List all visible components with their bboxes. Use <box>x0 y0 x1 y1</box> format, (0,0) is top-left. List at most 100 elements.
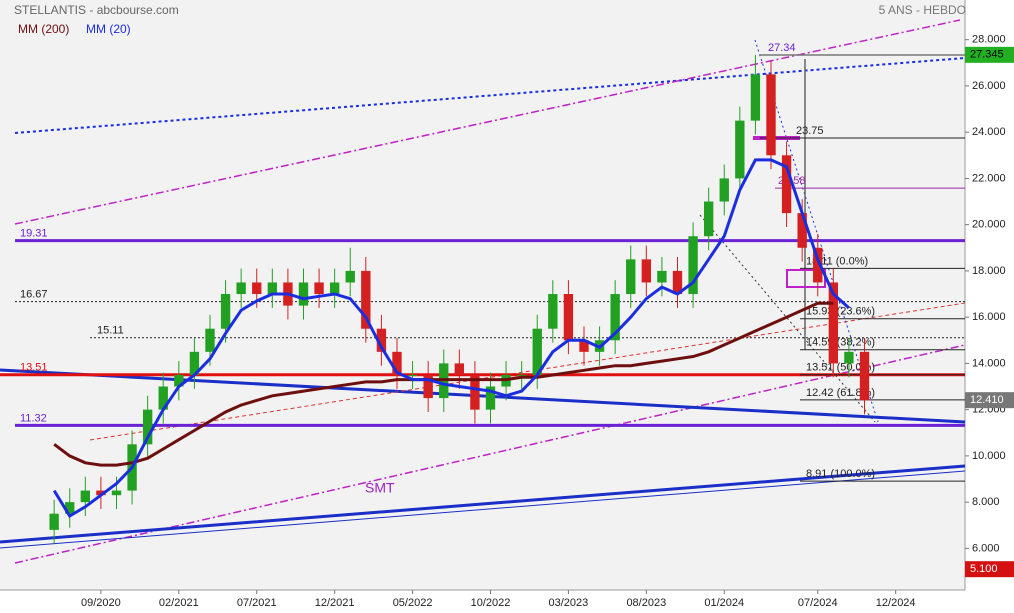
candle-body <box>361 270 371 329</box>
x-tick-label: 01/2024 <box>704 597 744 609</box>
x-tick-label: 12/2021 <box>315 597 355 609</box>
trendline <box>14 19 961 225</box>
subtitle: 5 ANS - HEBDO <box>878 3 966 17</box>
y-tick-label: 26.000 <box>972 80 1006 92</box>
level-label: 8.91 (100.0%) <box>806 468 875 480</box>
candle-body <box>65 502 75 514</box>
level-label: 27.34 <box>768 42 796 54</box>
annotation: SMT <box>365 480 395 496</box>
plot-area <box>0 0 965 590</box>
y-tick-label: 28.000 <box>972 34 1006 46</box>
price-tag <box>965 392 1014 409</box>
candle-body <box>563 294 574 341</box>
candle-body <box>376 328 387 352</box>
x-tick-label: 02/2021 <box>159 597 199 609</box>
candle-body <box>828 282 839 364</box>
trendline <box>14 57 966 134</box>
candle-body <box>844 351 854 364</box>
candles <box>49 54 870 544</box>
candle-body <box>174 374 184 387</box>
candle-body <box>423 374 433 399</box>
level-label: 14.59 (38.2%) <box>806 337 875 349</box>
candle-body <box>205 328 215 352</box>
candle-body <box>781 155 792 214</box>
candle-body <box>859 351 870 401</box>
x-tick-label: 05/2022 <box>393 597 433 609</box>
y-tick-label: 6.000 <box>972 542 1000 554</box>
level-label: 12.42 (61.8%) <box>806 387 875 399</box>
y-tick-label: 10.000 <box>972 450 1006 462</box>
level-label: 15.93 (23.6%) <box>806 306 875 318</box>
candle-body <box>470 374 480 410</box>
candle-body <box>142 409 153 445</box>
candle-body <box>407 374 418 376</box>
y-tick-label: 22.000 <box>972 172 1006 184</box>
candle-body <box>750 74 761 121</box>
candle-body <box>766 74 776 156</box>
candle-body <box>797 213 807 248</box>
candle-body <box>548 294 558 329</box>
price-tag-label: 27.345 <box>970 49 1004 61</box>
candle-body <box>610 294 620 341</box>
legend-item: MM (200) <box>18 22 70 36</box>
x-tick-label: 09/2020 <box>81 597 121 609</box>
legend-item: MM (20) <box>86 22 131 36</box>
candle-body <box>641 259 652 283</box>
level-label: 13.51 <box>20 362 48 374</box>
ma-line <box>52 158 850 519</box>
x-tick-label: 10/2022 <box>471 597 511 609</box>
candle-body <box>345 270 355 283</box>
x-tick-label: 12/2024 <box>876 597 916 609</box>
trendline <box>14 344 966 564</box>
candle-body <box>813 247 823 283</box>
x-tick-label: 03/2023 <box>549 597 589 609</box>
candle-body <box>96 490 106 496</box>
level-label: 23.75 <box>796 125 824 137</box>
candle-body <box>688 236 698 295</box>
title: STELLANTIS - abcbourse.com <box>14 3 179 17</box>
candle-body <box>485 386 496 410</box>
trendline <box>0 368 966 424</box>
level-label: 15.11 <box>97 325 124 337</box>
candle-body <box>735 120 745 179</box>
candle-body <box>236 282 246 295</box>
candle-body <box>80 490 90 503</box>
candle-body <box>158 386 168 410</box>
x-tick-label: 07/2024 <box>798 597 838 609</box>
axis-panel <box>965 0 1014 613</box>
y-tick-label: 20.000 <box>972 219 1006 231</box>
trendline <box>0 464 966 544</box>
candle-body <box>49 513 59 530</box>
y-tick-label: 18.000 <box>972 265 1006 277</box>
candle-body <box>314 282 324 295</box>
price-tag-label: 12.410 <box>970 394 1004 406</box>
x-tick-label: 07/2021 <box>237 597 277 609</box>
candle-body <box>672 270 683 295</box>
y-tick-label: 8.000 <box>972 496 1000 508</box>
level-label: 13.51 (50.0%) <box>806 362 875 374</box>
level-label: 19.31 <box>20 228 48 240</box>
candle-body <box>454 363 464 375</box>
ma-line <box>53 301 834 467</box>
candle-body <box>626 259 636 295</box>
trendline <box>699 214 876 423</box>
trendline <box>89 302 966 441</box>
candle-body <box>111 490 122 496</box>
candle-body <box>189 351 200 375</box>
candle-body <box>267 282 277 295</box>
candle-body <box>392 351 402 375</box>
level-label: 11.32 <box>20 412 47 424</box>
y-tick-label: 14.000 <box>972 357 1006 369</box>
candle-body <box>719 178 729 202</box>
y-tick-label: 16.000 <box>972 311 1006 323</box>
x-tick-label: 08/2023 <box>626 597 666 609</box>
candle-body <box>220 294 231 329</box>
candle-body <box>657 270 667 283</box>
trendline <box>0 470 966 549</box>
candle-body <box>252 282 262 295</box>
price-tag <box>965 46 1014 63</box>
candle-body <box>516 374 527 376</box>
candle-body <box>329 282 340 295</box>
